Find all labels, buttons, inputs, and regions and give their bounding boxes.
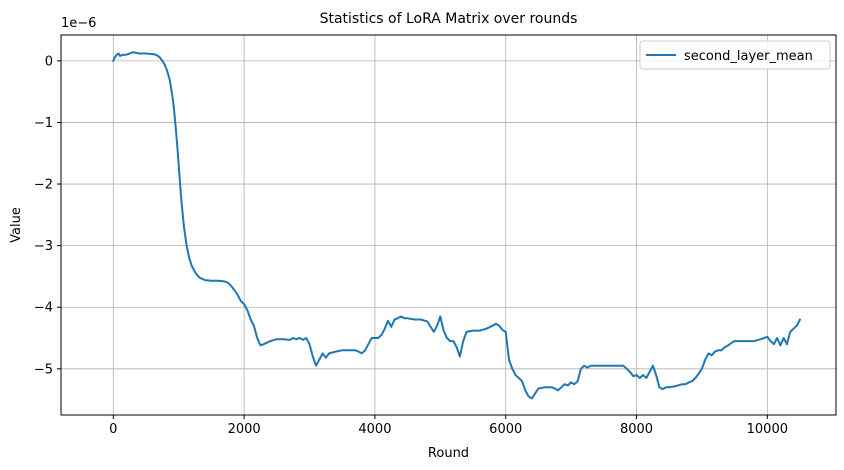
y-tick-label: −1 [34,116,53,131]
x-tick-label: 4000 [358,422,391,437]
legend-box [639,40,831,70]
x-tick-label: 10000 [747,422,788,437]
x-axis-label: Round [428,446,469,461]
x-tick-label: 0 [109,422,117,437]
y-axis-ticks: 0 −1 −2 −3 −4 −5 [34,54,61,377]
x-tick-label: 6000 [489,422,522,437]
chart-title: Statistics of LoRA Matrix over rounds [320,11,578,27]
grid [61,35,836,415]
y-tick-label: −4 [34,301,53,316]
y-tick-label: −5 [34,362,53,377]
x-tick-label: 2000 [228,422,261,437]
legend: second_layer_mean [639,40,831,70]
y-tick-label: −2 [34,178,53,193]
legend-label: second_layer_mean [684,49,813,64]
y-tick-label: 0 [45,54,53,69]
x-tick-label: 8000 [620,422,653,437]
y-tick-label: −3 [34,239,53,254]
y-offset-text: 1e−6 [61,16,96,31]
x-axis-ticks: 0 2000 4000 6000 8000 10000 [109,415,788,437]
axes-frame [60,34,837,416]
y-axis-label: Value [9,207,24,243]
series-line-second-layer-mean [112,51,801,400]
